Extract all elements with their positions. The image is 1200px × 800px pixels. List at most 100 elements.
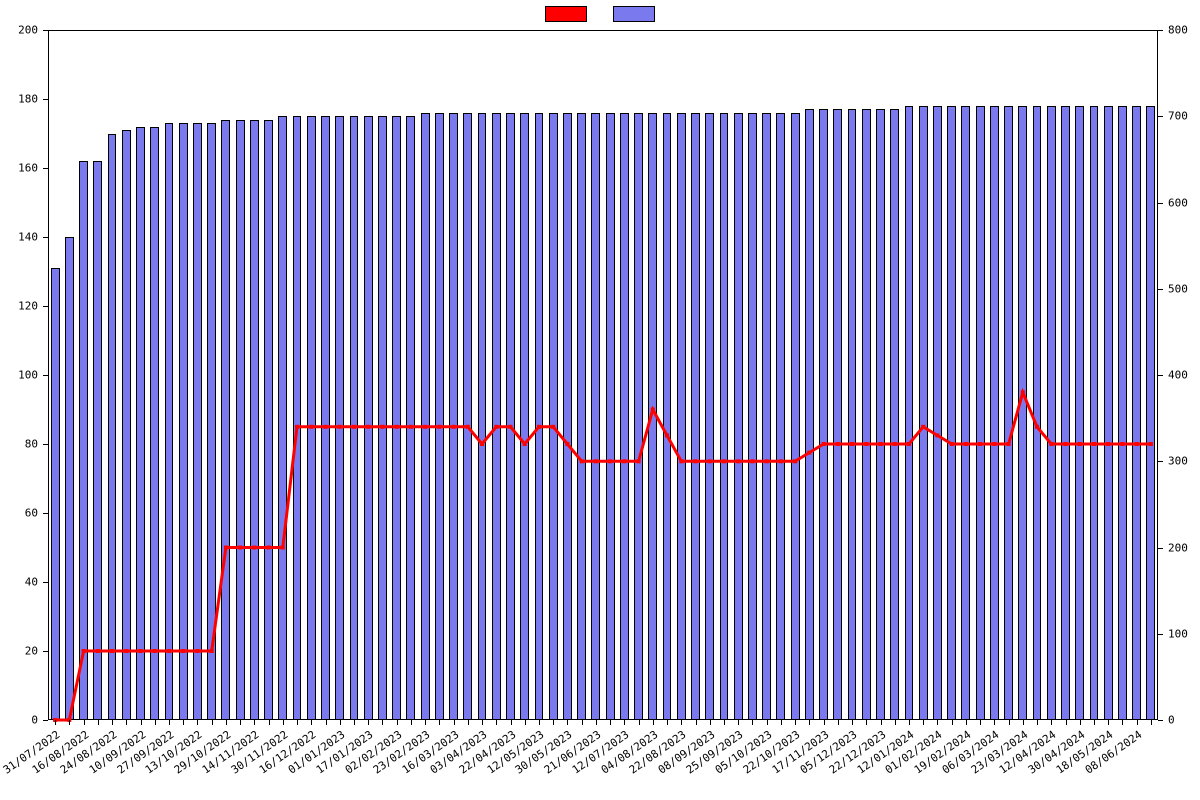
bar <box>876 109 885 720</box>
bar <box>364 116 373 720</box>
x-tick <box>311 720 312 725</box>
x-tick <box>909 720 910 725</box>
bar <box>478 113 487 720</box>
y-left-tick-label: 0 <box>0 714 38 727</box>
bar <box>961 106 970 720</box>
y-left-tick <box>43 375 48 376</box>
bar <box>307 116 316 720</box>
plot-area <box>48 30 1158 720</box>
bar <box>734 113 743 720</box>
x-tick <box>169 720 170 725</box>
y-right-tick <box>1158 289 1163 290</box>
y-left-tick <box>43 237 48 238</box>
bar <box>919 106 928 720</box>
y-left-tick <box>43 582 48 583</box>
x-tick <box>553 720 554 725</box>
y-left-tick-label: 140 <box>0 231 38 244</box>
y-left-tick <box>43 720 48 721</box>
y-right-tick-label: 400 <box>1168 369 1188 382</box>
y-right-tick-label: 100 <box>1168 627 1188 640</box>
bar <box>833 109 842 720</box>
y-left-tick <box>43 168 48 169</box>
x-tick <box>439 720 440 725</box>
y-left-tick-label: 160 <box>0 162 38 175</box>
x-tick <box>482 720 483 725</box>
x-tick <box>454 720 455 725</box>
y-left-tick-label: 60 <box>0 507 38 520</box>
bar <box>705 113 714 720</box>
x-tick <box>411 720 412 725</box>
y-right-tick <box>1158 461 1163 462</box>
bar <box>549 113 558 720</box>
x-tick <box>738 720 739 725</box>
y-right-tick <box>1158 116 1163 117</box>
x-tick <box>952 720 953 725</box>
bar <box>691 113 700 720</box>
bar <box>406 116 415 720</box>
x-tick <box>112 720 113 725</box>
y-left-tick <box>43 444 48 445</box>
x-tick <box>809 720 810 725</box>
bar <box>51 268 60 720</box>
y-right-tick <box>1158 548 1163 549</box>
x-tick <box>226 720 227 725</box>
bar <box>165 123 174 720</box>
y-left-tick <box>43 306 48 307</box>
x-tick <box>567 720 568 725</box>
y-left-tick <box>43 513 48 514</box>
legend <box>0 2 1200 22</box>
x-tick <box>126 720 127 725</box>
x-tick <box>425 720 426 725</box>
x-tick <box>1023 720 1024 725</box>
bar <box>520 113 529 720</box>
x-tick <box>397 720 398 725</box>
bar <box>947 106 956 720</box>
x-tick <box>994 720 995 725</box>
bar <box>720 113 729 720</box>
bar <box>1033 106 1042 720</box>
x-tick <box>382 720 383 725</box>
bar <box>1061 106 1070 720</box>
x-tick <box>254 720 255 725</box>
x-tick <box>539 720 540 725</box>
x-tick <box>596 720 597 725</box>
bar <box>819 109 828 720</box>
x-tick <box>468 720 469 725</box>
x-tick <box>781 720 782 725</box>
bar <box>79 161 88 720</box>
x-tick <box>852 720 853 725</box>
bar <box>776 113 785 720</box>
x-tick <box>866 720 867 725</box>
bar <box>236 120 245 720</box>
y-left-tick-label: 40 <box>0 576 38 589</box>
x-tick <box>667 720 668 725</box>
bar <box>1132 106 1141 720</box>
x-tick <box>681 720 682 725</box>
x-tick <box>795 720 796 725</box>
x-tick <box>525 720 526 725</box>
line-series <box>55 392 1151 720</box>
x-tick <box>183 720 184 725</box>
bar <box>677 113 686 720</box>
y-right-tick-label: 200 <box>1168 541 1188 554</box>
bar <box>506 113 515 720</box>
x-tick <box>1051 720 1052 725</box>
bar <box>250 120 259 720</box>
x-tick <box>937 720 938 725</box>
bar <box>463 113 472 720</box>
x-tick <box>1080 720 1081 725</box>
bar <box>122 130 131 720</box>
y-right-tick-label: 300 <box>1168 455 1188 468</box>
x-tick <box>1108 720 1109 725</box>
x-tick <box>269 720 270 725</box>
bar <box>293 116 302 720</box>
x-tick <box>212 720 213 725</box>
bar <box>1104 106 1113 720</box>
bar <box>108 134 117 721</box>
y-right-tick <box>1158 720 1163 721</box>
y-left-tick-label: 180 <box>0 93 38 106</box>
x-tick <box>710 720 711 725</box>
legend-item-line <box>545 3 587 22</box>
x-tick <box>1137 720 1138 725</box>
bar <box>435 113 444 720</box>
